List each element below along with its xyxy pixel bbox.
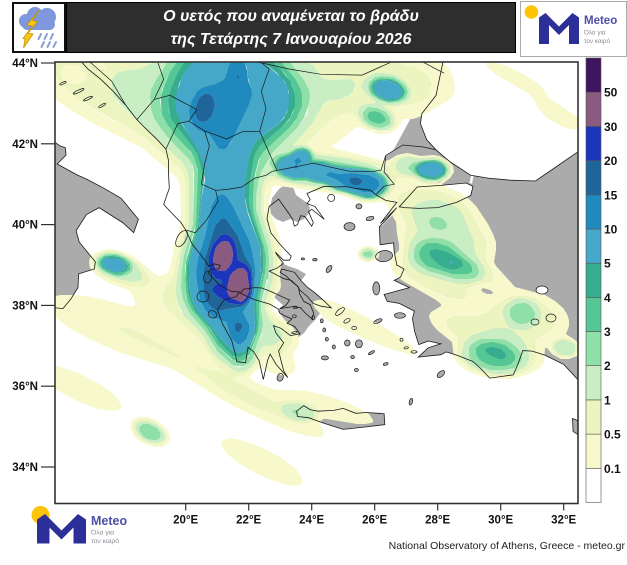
svg-text:20: 20 [604, 154, 618, 168]
svg-text:30: 30 [604, 120, 618, 134]
svg-text:40°N: 40°N [12, 220, 38, 232]
svg-text:0.5: 0.5 [604, 428, 621, 442]
svg-text:0.1: 0.1 [604, 462, 621, 476]
svg-text:Meteo: Meteo [584, 15, 617, 27]
svg-text:44°N: 44°N [12, 58, 38, 70]
svg-text:34°N: 34°N [12, 462, 38, 474]
svg-text:τον καιρό: τον καιρό [584, 37, 610, 45]
svg-text:Όλα για: Όλα για [90, 530, 114, 537]
svg-text:3: 3 [604, 325, 611, 339]
svg-text:24°E: 24°E [299, 515, 324, 527]
svg-text:5: 5 [604, 257, 611, 271]
svg-text:28°E: 28°E [425, 515, 450, 527]
svg-text:τον καιρό: τον καιρό [91, 537, 119, 545]
svg-text:1: 1 [604, 393, 611, 407]
svg-text:26°E: 26°E [362, 515, 387, 527]
svg-text:32°E: 32°E [551, 515, 576, 527]
svg-text:National Observatory of Athens: National Observatory of Athens, Greece -… [389, 540, 626, 552]
svg-text:36°N: 36°N [12, 381, 38, 393]
svg-text:Όλα για: Όλα για [583, 30, 606, 37]
svg-text:4: 4 [604, 291, 611, 305]
svg-text:22°E: 22°E [236, 515, 261, 527]
svg-text:2: 2 [604, 359, 611, 373]
svg-text:42°N: 42°N [12, 139, 38, 151]
svg-text:38°N: 38°N [12, 300, 38, 312]
svg-text:15: 15 [604, 188, 618, 202]
svg-text:Meteo: Meteo [91, 514, 127, 528]
svg-text:30°E: 30°E [488, 515, 513, 527]
svg-text:10: 10 [604, 223, 618, 237]
svg-text:50: 50 [604, 86, 618, 100]
svg-text:20°E: 20°E [173, 515, 198, 527]
